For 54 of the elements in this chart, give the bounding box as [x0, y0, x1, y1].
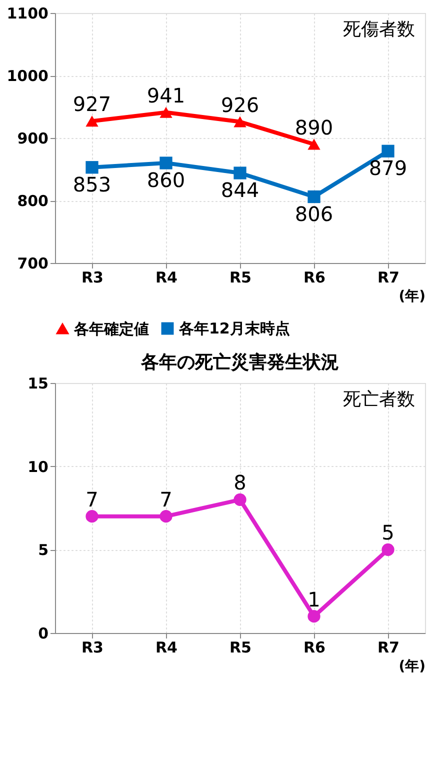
x-axis-title: (年): [398, 288, 426, 304]
x-tick-label: R6: [304, 268, 326, 286]
x-tick-label: R4: [156, 638, 178, 656]
point: [308, 610, 320, 623]
point: [234, 116, 246, 128]
x-tick-label: R7: [378, 638, 400, 656]
point: [86, 161, 98, 174]
point: [382, 144, 394, 158]
data-label: 806: [294, 202, 334, 226]
y-tick-label: 0: [38, 624, 48, 642]
data-label: 926: [220, 92, 260, 117]
y-tick-label: 700: [17, 254, 48, 272]
data-label: 860: [146, 168, 186, 192]
y-tick-label: 1000: [6, 67, 48, 85]
data-label: 1: [308, 587, 320, 612]
x-tick-label: R7: [378, 268, 400, 286]
point: [160, 510, 172, 523]
y-tick-label: 5: [38, 541, 48, 560]
chart-title: 各年の死亡災害発生状況: [140, 352, 339, 373]
point: [160, 156, 172, 170]
data-label: 5: [382, 520, 394, 545]
x-tick-label: R5: [230, 268, 252, 286]
y-tick-label: 900: [17, 130, 48, 148]
x-tick-label: R4: [156, 268, 178, 286]
data-label: 941: [146, 83, 186, 108]
point: [86, 510, 98, 523]
point: [234, 493, 246, 506]
x-tick-label: R6: [304, 638, 326, 656]
y-tick-label: 800: [17, 192, 48, 210]
x-tick-label: R3: [82, 268, 104, 286]
y-tick-label: 15: [28, 374, 48, 392]
x-tick-label: R3: [82, 638, 104, 656]
data-label: 7: [160, 487, 172, 512]
point: [86, 116, 98, 127]
data-label: 7: [86, 487, 98, 512]
y-tick-label: 1100: [6, 4, 48, 22]
y-tick-label: 10: [28, 458, 48, 476]
data-label: 844: [220, 178, 260, 202]
x-tick-label: R5: [230, 638, 252, 656]
data-label: 890: [294, 115, 334, 140]
data-label: 853: [72, 172, 112, 196]
annotation: 死亡者数: [343, 389, 415, 410]
point: [160, 106, 172, 118]
point: [382, 543, 394, 556]
annotation: 死傷者数: [343, 19, 415, 40]
legend-label: 各年確定値: [73, 320, 149, 338]
point: [308, 138, 320, 150]
x-axis-title: (年): [398, 658, 426, 674]
data-label: 879: [368, 156, 408, 180]
point: [234, 166, 246, 180]
data-label: 927: [72, 92, 112, 116]
point: [308, 190, 320, 204]
data-label: 8: [234, 470, 246, 495]
legend-label: 各年12月末時点: [178, 320, 290, 338]
